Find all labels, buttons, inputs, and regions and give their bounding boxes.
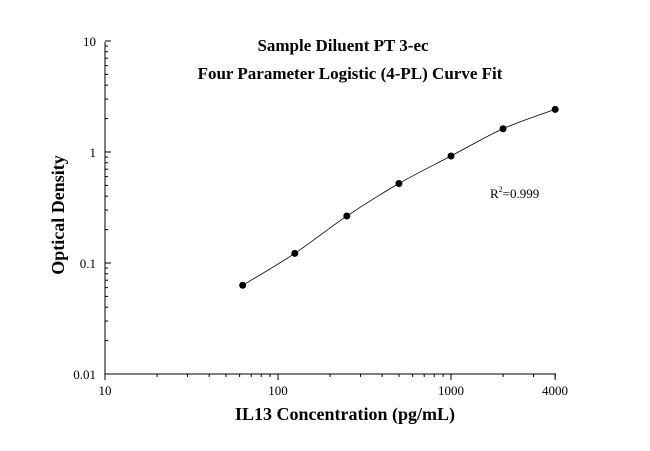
x-tick-label-100: 100 — [268, 383, 288, 398]
r-squared-annotation: R2=0.999 — [490, 185, 539, 201]
chart-subtitle: Four Parameter Logistic (4-PL) Curve Fit — [198, 64, 503, 83]
data-point-1 — [239, 281, 247, 289]
data-point-4 — [395, 180, 403, 188]
y-tick-label-10: 10 — [83, 34, 96, 49]
data-points — [239, 105, 559, 289]
x-tick-label-1000: 1000 — [438, 383, 464, 398]
data-point-7 — [551, 105, 559, 113]
y-axis-label: Optical Density — [48, 155, 68, 275]
x-tick-label-10: 10 — [99, 383, 112, 398]
y-axis-ticks — [105, 40, 111, 375]
r-squared-superscript: 2 — [499, 185, 503, 194]
x-axis-ticks — [104, 374, 556, 380]
y-tick-label-0.1: 0.1 — [80, 256, 96, 271]
y-tick-label-0.01: 0.01 — [73, 367, 96, 382]
x-axis-label: IL13 Concentration (pg/mL) — [235, 404, 455, 425]
data-point-5 — [447, 152, 455, 160]
data-point-3 — [343, 212, 351, 220]
data-point-2 — [291, 249, 299, 257]
r-squared-value: =0.999 — [503, 186, 540, 201]
x-tick-label-4000: 4000 — [542, 383, 568, 398]
y-tick-label-1: 1 — [90, 145, 97, 160]
data-point-6 — [499, 125, 507, 133]
chart-title: Sample Diluent PT 3-ec — [257, 36, 429, 55]
r-squared-prefix: R — [490, 186, 499, 201]
